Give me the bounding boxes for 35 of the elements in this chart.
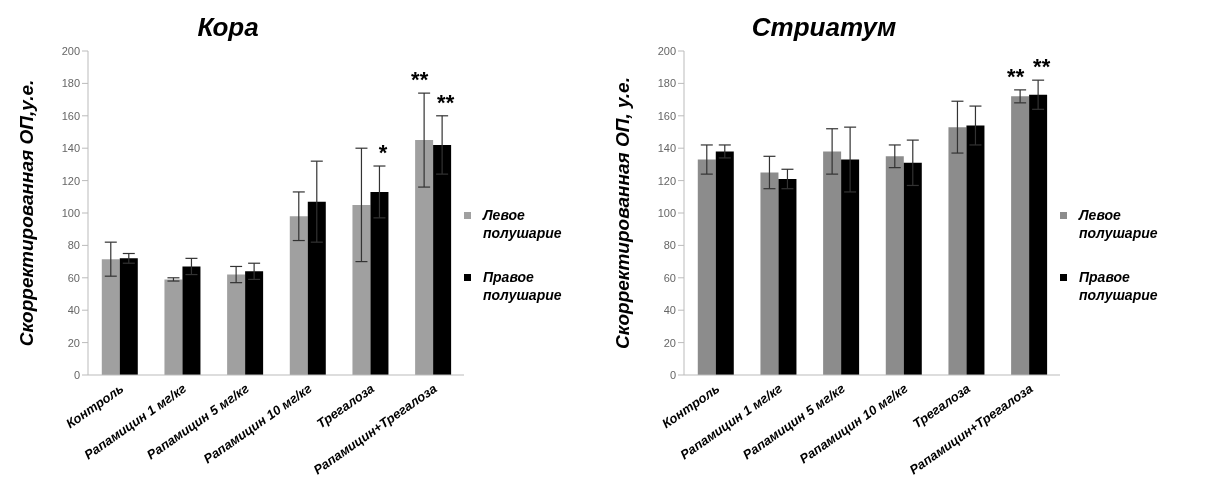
y-tick-label: 120 <box>61 174 80 187</box>
y-axis-title: Скорректированная ОП, у.е. <box>611 77 633 349</box>
y-axis-title: Скорректированная ОП,у.е. <box>15 79 37 347</box>
y-tick-label: 160 <box>657 109 676 122</box>
legend-label: Правое полушарие <box>1079 268 1159 304</box>
y-tick-label: 140 <box>657 142 676 155</box>
y-tick-label: 200 <box>61 44 80 57</box>
y-tick-label: 100 <box>657 206 676 219</box>
annotation: ** <box>1007 63 1025 89</box>
y-tick-label: 160 <box>61 109 80 122</box>
annotation: ** <box>411 66 429 92</box>
y-tick-label: 40 <box>67 304 80 317</box>
y-tick-label: 80 <box>67 239 80 252</box>
annotation: ** <box>1033 53 1051 79</box>
y-tick-label: 140 <box>61 142 80 155</box>
chart-title: Стриатум <box>750 11 898 43</box>
y-tick-label: 100 <box>61 206 80 219</box>
legend-label: Левое полушарие <box>483 206 563 242</box>
annotation: ** <box>437 89 455 115</box>
legend-label: Правое полушарие <box>483 268 563 304</box>
y-tick-label: 180 <box>61 77 80 90</box>
y-tick-label: 180 <box>657 77 676 90</box>
annotation: * <box>378 139 388 165</box>
y-tick-label: 40 <box>663 304 676 317</box>
y-tick-label: 200 <box>657 44 676 57</box>
y-tick-label: 80 <box>663 239 676 252</box>
y-tick-label: 0 <box>669 368 676 381</box>
y-tick-label: 20 <box>663 336 676 349</box>
y-tick-label: 120 <box>657 174 676 187</box>
y-tick-label: 20 <box>67 336 80 349</box>
legend-label: Левое полушарие <box>1079 206 1159 242</box>
y-tick-label: 0 <box>73 368 80 381</box>
y-tick-label: 60 <box>663 271 676 284</box>
chart-title: Кора <box>196 11 260 43</box>
y-tick-label: 60 <box>67 271 80 284</box>
